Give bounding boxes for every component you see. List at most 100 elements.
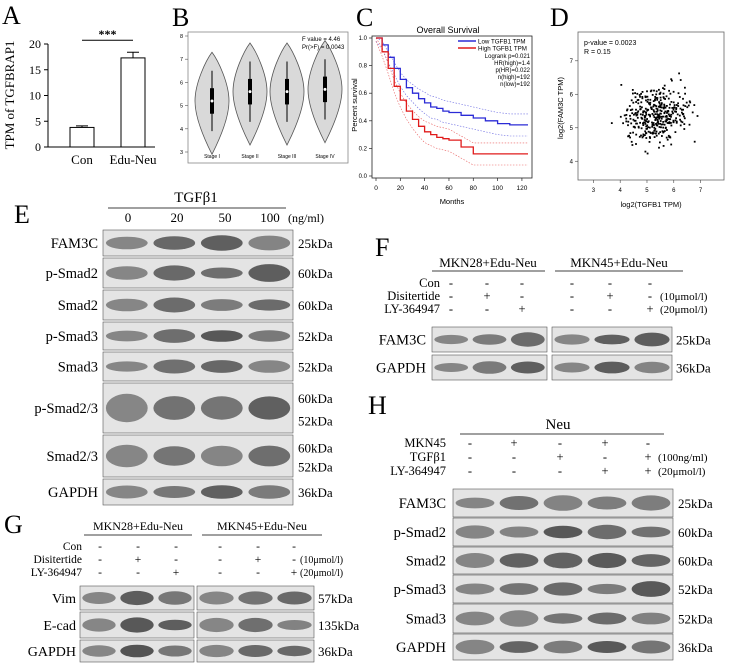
panel-d: D 3 4 5 6 7 4 5 6 7 p-value = 0.0023 R = 0.15 lo… bbox=[550, 3, 725, 209]
f-condition-mark: + bbox=[518, 302, 525, 316]
d-point bbox=[651, 94, 654, 96]
blot-band bbox=[499, 553, 539, 568]
d-point bbox=[657, 121, 659, 124]
g-condition-note: (20μmol/l) bbox=[300, 568, 343, 579]
d-point bbox=[636, 92, 639, 95]
blot-band bbox=[200, 360, 243, 373]
g-condition-label: Con bbox=[63, 541, 82, 553]
blot-band bbox=[153, 396, 196, 420]
d-point bbox=[649, 103, 651, 106]
d-point bbox=[653, 89, 655, 92]
d-point bbox=[655, 97, 657, 99]
g-row-size: 36kDa bbox=[318, 644, 353, 659]
d-point bbox=[667, 117, 669, 120]
blot-band bbox=[199, 617, 234, 633]
blot-band bbox=[587, 496, 627, 510]
h-condition-mark: + bbox=[644, 464, 651, 478]
d-point bbox=[662, 145, 665, 147]
c-ytick-label: 0.2 bbox=[359, 146, 368, 152]
c-xlabel: Months bbox=[440, 197, 465, 206]
d-point bbox=[655, 117, 658, 119]
d-point bbox=[660, 102, 663, 104]
blot-band bbox=[455, 611, 495, 626]
f-condition-mark: - bbox=[570, 302, 574, 316]
d-point bbox=[686, 106, 689, 109]
d-point bbox=[645, 99, 647, 102]
f-condition-label: Disitertide bbox=[387, 289, 440, 303]
a-ytick-label: 15 bbox=[29, 63, 41, 77]
g-condition-note: (10μmol/l) bbox=[300, 555, 343, 566]
d-point bbox=[645, 132, 647, 134]
b-stat-p: Pr(>F) = 0.0043 bbox=[302, 45, 345, 51]
b-ytick-label: 5 bbox=[180, 104, 183, 110]
d-point bbox=[670, 101, 673, 103]
c-xtick-label: 120 bbox=[516, 185, 527, 192]
e-blot-fam3c bbox=[102, 229, 294, 257]
f-condition-label: LY-364947 bbox=[384, 302, 440, 316]
a-significance: *** bbox=[99, 27, 117, 41]
blot-band bbox=[455, 497, 495, 509]
e-row-label: p-Smad3 bbox=[46, 329, 98, 345]
d-point bbox=[629, 109, 632, 111]
h-condition-label: TGFβ1 bbox=[410, 450, 446, 464]
e-row-label: GAPDH bbox=[48, 485, 98, 501]
panel-g: G MKN28+Edu-Neu MKN45+Edu-Neu Con - - - - - -D… bbox=[4, 510, 359, 663]
d-point bbox=[672, 101, 675, 104]
d-point bbox=[656, 124, 659, 127]
h-condition-label: MKN45 bbox=[404, 436, 446, 450]
d-point bbox=[659, 109, 662, 112]
h-row-label: p-Smad3 bbox=[394, 582, 446, 598]
d-point bbox=[635, 108, 637, 111]
e-row-size: 52kDa bbox=[298, 360, 333, 375]
blot-band bbox=[510, 332, 545, 347]
d-point bbox=[639, 121, 641, 124]
d-stat-r: R = 0.15 bbox=[584, 49, 611, 56]
blot-band bbox=[199, 591, 234, 605]
d-plot-frame bbox=[577, 31, 725, 181]
d-point bbox=[675, 117, 677, 120]
d-xtick-label: 4 bbox=[619, 188, 623, 194]
d-point bbox=[663, 103, 666, 106]
d-point bbox=[656, 97, 659, 99]
d-point bbox=[672, 90, 675, 93]
h-condition-mark: + bbox=[644, 450, 651, 464]
a-ytick-label: 10 bbox=[29, 89, 41, 103]
h-blot-smad3 bbox=[452, 603, 674, 634]
d-point bbox=[687, 104, 690, 107]
e-row-label: FAM3C bbox=[51, 236, 98, 252]
d-point bbox=[625, 114, 628, 116]
d-point bbox=[669, 103, 671, 106]
d-point bbox=[666, 129, 668, 131]
d-point bbox=[652, 122, 655, 124]
d-point bbox=[629, 114, 631, 117]
d-point bbox=[629, 132, 632, 134]
d-point bbox=[664, 106, 667, 109]
blot-band bbox=[634, 332, 670, 347]
h-blot-p-smad2 bbox=[452, 517, 674, 547]
d-point bbox=[672, 112, 674, 115]
d-point bbox=[656, 110, 658, 113]
blot-band bbox=[238, 591, 273, 605]
d-point bbox=[627, 124, 629, 127]
f-condition-mark: + bbox=[606, 289, 613, 303]
blot-band bbox=[434, 363, 469, 372]
d-point bbox=[641, 117, 643, 120]
e-dose-labels: 0 20 50 100 bbox=[125, 210, 280, 225]
d-point bbox=[679, 124, 682, 127]
h-condition-table: MKN45- + - + -TGFβ1- - + - + (100ng/ml)LY-364947-… bbox=[390, 436, 708, 478]
d-point bbox=[642, 122, 644, 125]
e-blot-smad2 bbox=[102, 289, 294, 321]
e-row-size: 60kDa bbox=[298, 441, 333, 456]
d-point bbox=[670, 122, 672, 124]
d-point bbox=[669, 92, 672, 95]
d-point bbox=[647, 121, 649, 124]
blot-band bbox=[200, 330, 243, 342]
blot-band bbox=[105, 330, 148, 342]
d-point bbox=[646, 127, 648, 130]
f-blot-gapdh-right bbox=[551, 354, 673, 381]
e-row-label: Smad2 bbox=[58, 298, 98, 314]
d-point bbox=[655, 132, 657, 135]
h-row-label: Smad2 bbox=[406, 554, 446, 570]
blot-band bbox=[543, 495, 583, 511]
c-xtick-label: 0 bbox=[374, 185, 378, 192]
